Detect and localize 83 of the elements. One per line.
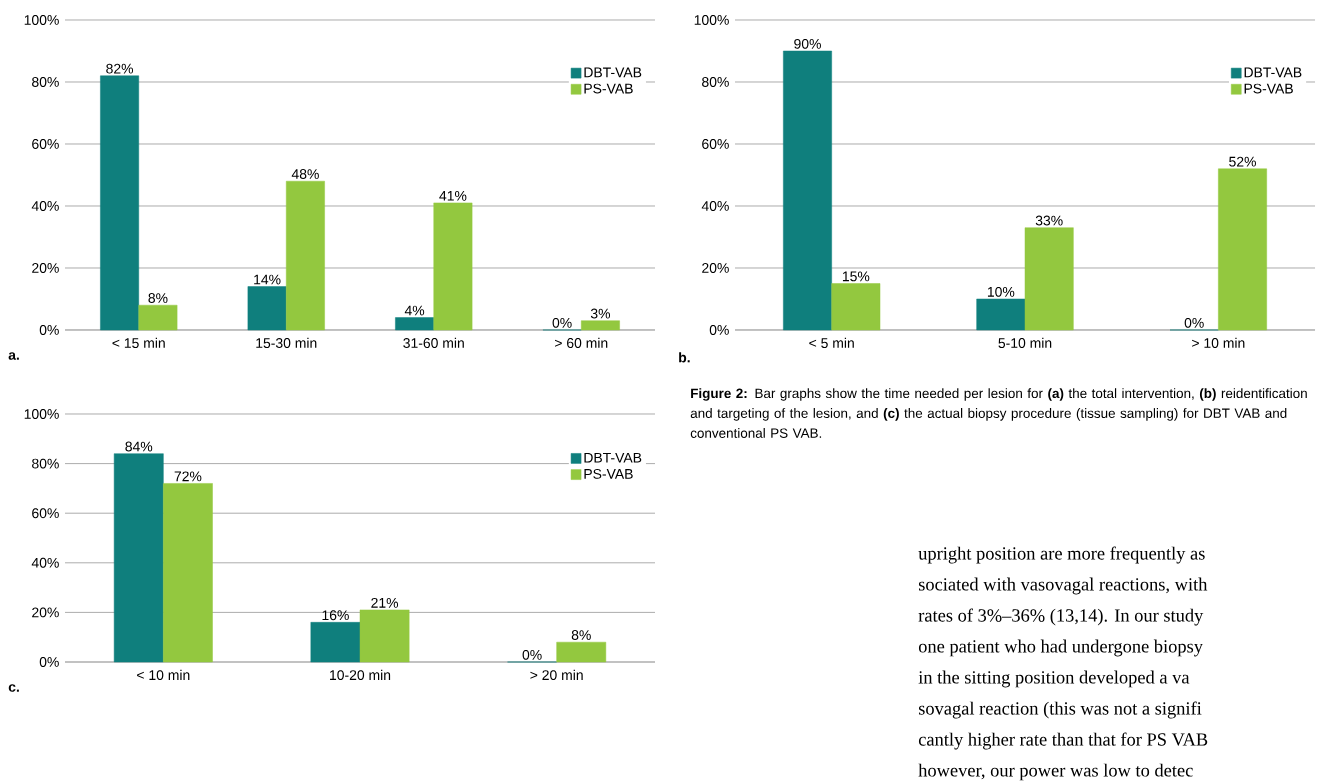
text: Figure 2: Bar graphs show the time needed per lesion for (a) the total intervention, (b) reidentification and targeting of the lesion, and (c) the actual biopsy procedure (tissue sampling) for DBT VAB and conventional PS VAB. bbox=[690, 388, 1307, 438]
text: one patient who had undergone biopsy bbox=[918, 639, 1203, 657]
data-label: 8% bbox=[148, 293, 168, 304]
bar bbox=[581, 320, 620, 331]
x-tick-label: 31-60 min bbox=[403, 337, 464, 349]
data-label: 14% bbox=[254, 274, 281, 285]
y-tick-label: 0% bbox=[39, 657, 59, 667]
data-label: 0% bbox=[552, 317, 572, 328]
y-tick-label: 100% bbox=[24, 409, 59, 419]
data-label: 10% bbox=[987, 286, 1015, 297]
data-label: 41% bbox=[439, 190, 467, 201]
bar bbox=[1218, 168, 1267, 331]
text: c. bbox=[8, 684, 19, 692]
bar bbox=[359, 609, 410, 663]
data-label: 21% bbox=[371, 597, 399, 608]
y-tick-label: 80% bbox=[32, 77, 59, 87]
y-tick-label: 0% bbox=[39, 325, 59, 335]
data-label: 84% bbox=[125, 441, 153, 452]
legend-label: PS-VAB bbox=[584, 83, 633, 94]
y-tick-label: 60% bbox=[702, 139, 729, 149]
data-label: 16% bbox=[322, 610, 349, 621]
x-tick-label: < 10 min bbox=[137, 669, 190, 681]
bar bbox=[310, 622, 361, 663]
y-tick-label: 40% bbox=[31, 201, 59, 211]
x-tick-label: 5-10 min bbox=[998, 337, 1052, 349]
y-tick-label: 20% bbox=[32, 607, 59, 618]
data-label: 72% bbox=[174, 471, 202, 482]
bar bbox=[395, 317, 434, 331]
data-label: 4% bbox=[404, 305, 425, 316]
legend-label: DBT-VAB bbox=[1244, 67, 1302, 78]
bar bbox=[247, 286, 287, 331]
bar bbox=[113, 453, 164, 663]
bar bbox=[1024, 227, 1074, 331]
text: sovagal reaction (this was not a signifi bbox=[918, 701, 1202, 719]
text: b. bbox=[679, 352, 690, 363]
data-label: 33% bbox=[1035, 215, 1063, 226]
text: a. bbox=[8, 352, 19, 360]
data-label: 52% bbox=[1229, 156, 1256, 167]
y-tick-label: 20% bbox=[702, 263, 729, 273]
text: rates of 3%–36% (13,14). In our study bbox=[918, 608, 1204, 626]
text: cantly higher rate than that for PS VAB bbox=[918, 732, 1208, 750]
x-tick-label: 10-20 min bbox=[330, 669, 391, 681]
y-tick-label: 100% bbox=[694, 15, 729, 25]
text: in the sitting position developed a va bbox=[918, 670, 1190, 688]
bar bbox=[831, 283, 881, 331]
legend-label: DBT-VAB bbox=[584, 452, 642, 463]
bar bbox=[163, 483, 213, 663]
data-label: 48% bbox=[291, 169, 319, 180]
y-tick-label: 60% bbox=[32, 508, 59, 519]
data-label: 82% bbox=[106, 63, 134, 74]
data-label: 90% bbox=[794, 38, 821, 49]
y-tick-label: 20% bbox=[32, 263, 59, 273]
x-tick-label: < 5 min bbox=[809, 337, 854, 349]
x-tick-label: > 60 min bbox=[555, 337, 608, 349]
bar bbox=[783, 50, 832, 331]
data-label: 15% bbox=[842, 271, 870, 282]
y-tick-label: 80% bbox=[32, 458, 59, 469]
bar bbox=[138, 304, 178, 331]
data-label: 3% bbox=[590, 308, 611, 319]
data-label: 8% bbox=[571, 630, 591, 640]
y-tick-label: 0% bbox=[709, 325, 729, 335]
bar bbox=[976, 298, 1026, 331]
x-tick-label: < 15 min bbox=[112, 337, 165, 349]
x-tick-label: > 10 min bbox=[1192, 337, 1245, 349]
y-tick-label: 40% bbox=[701, 201, 729, 211]
text: sociated with vasovagal reactions, with bbox=[918, 577, 1208, 595]
bar bbox=[433, 202, 473, 331]
data-label: 0% bbox=[522, 649, 542, 660]
legend-label: PS-VAB bbox=[584, 468, 633, 479]
y-tick-label: 40% bbox=[31, 557, 59, 568]
y-tick-label: 60% bbox=[32, 139, 59, 149]
text: however, our power was low to detec bbox=[918, 763, 1193, 781]
legend-label: DBT-VAB bbox=[584, 67, 642, 78]
data-label: 0% bbox=[1184, 317, 1204, 328]
x-tick-label: 15-30 min bbox=[256, 337, 317, 349]
bar bbox=[100, 75, 139, 331]
legend-label: PS-VAB bbox=[1244, 83, 1293, 94]
bar bbox=[556, 641, 607, 663]
text: upright position are more frequently as bbox=[918, 546, 1205, 564]
x-tick-label: > 20 min bbox=[530, 669, 583, 681]
bar bbox=[286, 180, 325, 331]
y-tick-label: 80% bbox=[702, 77, 729, 87]
y-tick-label: 100% bbox=[24, 15, 59, 25]
